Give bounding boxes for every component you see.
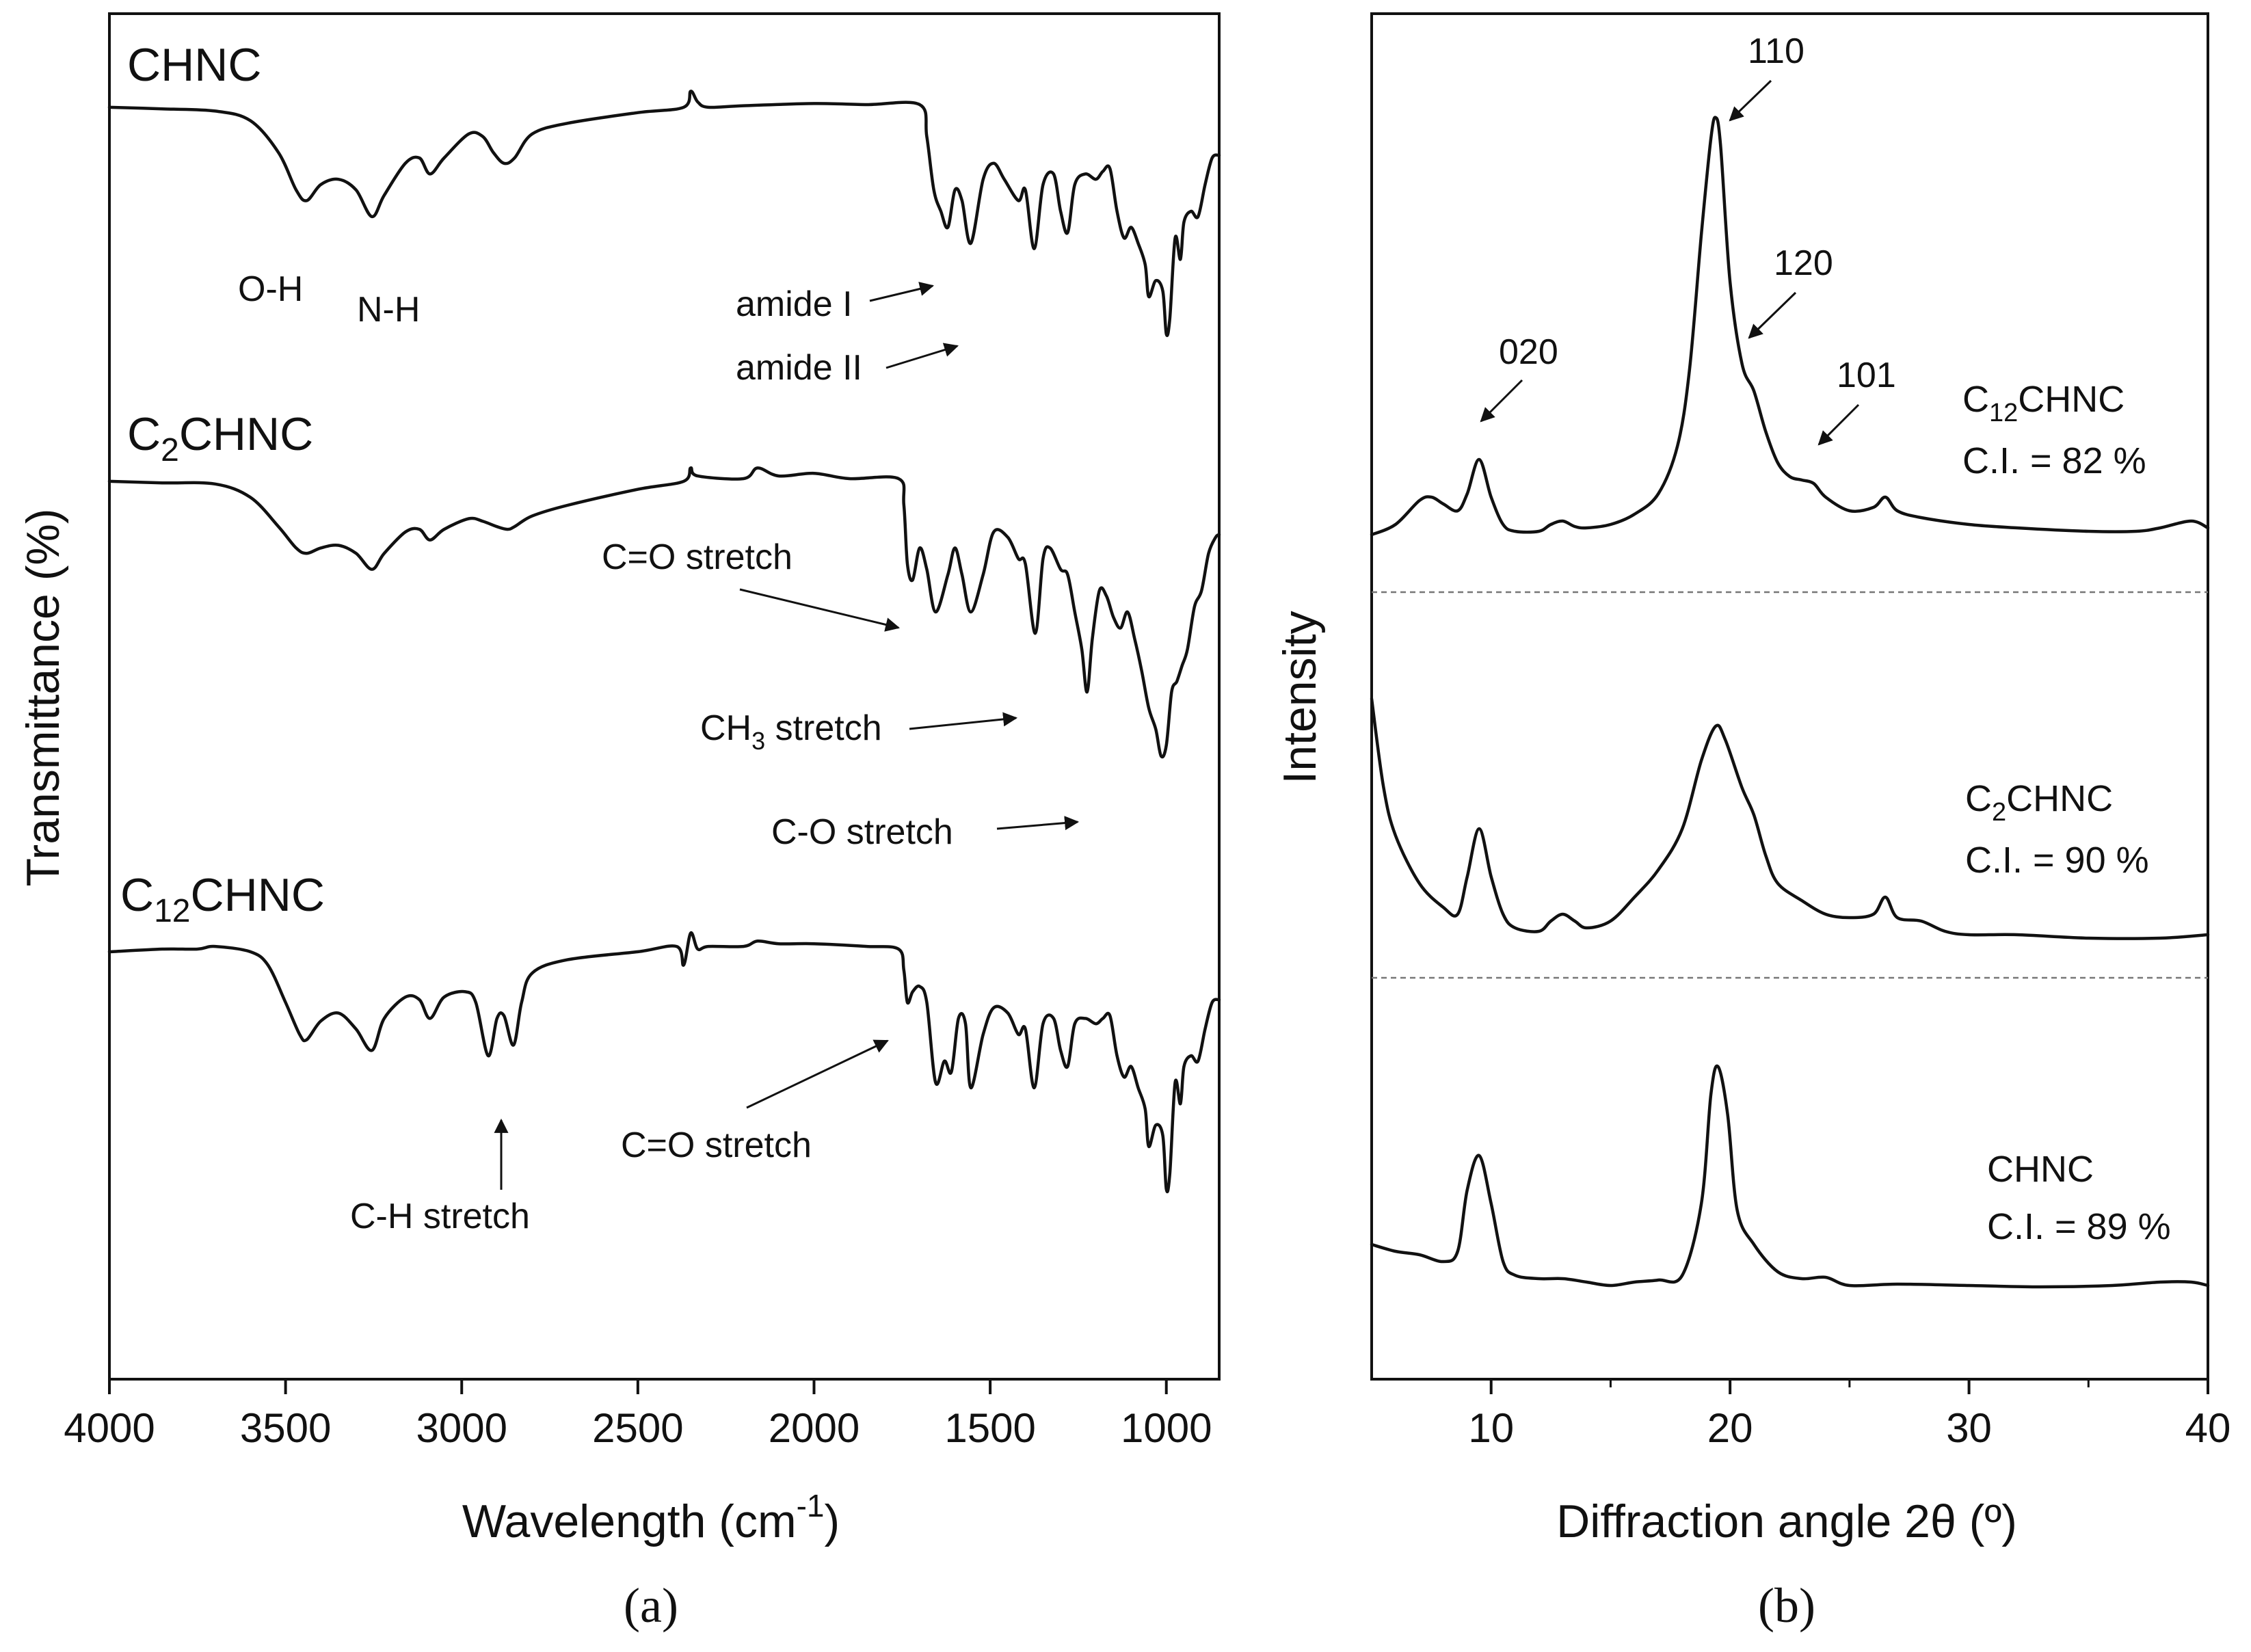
arrow-amide-i	[869, 282, 935, 302]
b-curve-chnc	[1370, 1064, 2210, 1289]
annot-amide-ii: amide II	[736, 348, 862, 388]
annot-amide-i: amide I	[736, 284, 853, 324]
a-curve-chnc	[107, 90, 1221, 338]
panel-a-ftir: 4000 3500 3000 2500 2000 1500 1000 CHNC C2CHNC…	[17, 12, 1221, 1633]
peak-020: 020	[1499, 332, 1558, 372]
arrow-101	[1817, 403, 1860, 446]
a-y-axis-label: Transmittance (%)	[17, 509, 69, 887]
annot-oh: O-H	[238, 269, 303, 309]
panel-b-curves	[1370, 116, 2210, 1289]
annot-c-o-stretch: C-O stretch	[771, 812, 953, 852]
panel-b-frame	[1370, 12, 2209, 1381]
a-label-chnc: CHNC	[127, 39, 261, 91]
a-label-c12chnc: C12CHNC	[120, 869, 325, 929]
annot-nh: N-H	[357, 290, 420, 330]
b-curve-c2chnc	[1370, 697, 2210, 940]
b-label-chnc: CHNC	[1987, 1149, 2094, 1190]
panel-a-x-ticks: 4000 3500 3000 2500 2000 1500 1000	[64, 1379, 1212, 1451]
arrow-ch3-stretch	[909, 712, 1018, 730]
a-caption: (a)	[624, 1578, 678, 1633]
b-tick-label-10: 10	[1468, 1405, 1514, 1451]
panel-b-xrd: 10 20 30 40 110 120 020 101 C12CHNC C.I. = …	[1274, 12, 2230, 1633]
annot-co-stretch-c2: C=O stretch	[602, 537, 792, 577]
annot-ch-stretch: C-H stretch	[350, 1197, 530, 1236]
a-curve-c12chnc	[107, 931, 1221, 1194]
arrow-co-stretch-c12	[746, 1039, 889, 1109]
peak-101: 101	[1837, 356, 1896, 395]
b-x-axis-label: Diffraction angle 2θ (º)	[1556, 1495, 2017, 1547]
b-tick-label-40: 40	[2185, 1405, 2231, 1451]
arrow-020	[1480, 379, 1523, 423]
b-curve-c12chnc	[1370, 116, 2210, 537]
a-tick-label-3500: 3500	[240, 1405, 331, 1451]
annot-ch3-stretch: CH3 stretch	[700, 708, 882, 755]
b-tick-label-20: 20	[1707, 1405, 1753, 1451]
a-tick-label-2500: 2500	[592, 1405, 683, 1451]
arrow-co-stretch-c2	[739, 588, 901, 632]
b-tick-label-30: 30	[1946, 1405, 1992, 1451]
b-y-axis-label: Intensity	[1274, 611, 1326, 784]
arrow-120	[1748, 291, 1797, 339]
b-label-c2chnc: C2CHNC	[1965, 778, 2113, 827]
a-tick-label-1500: 1500	[944, 1405, 1035, 1451]
arrow-amide-ii	[885, 343, 959, 369]
b-ci-c12chnc: C.I. = 82 %	[1962, 440, 2146, 481]
b-label-c12chnc: C12CHNC	[1962, 379, 2125, 427]
peak-110: 110	[1748, 31, 1804, 71]
panel-b-x-ticks: 10 20 30 40	[1468, 1379, 2230, 1451]
a-tick-label-3000: 3000	[416, 1405, 507, 1451]
arrow-c-o-stretch	[996, 816, 1080, 831]
annot-co-stretch-c12: C=O stretch	[621, 1125, 812, 1165]
a-label-c2chnc: C2CHNC	[127, 408, 313, 468]
b-ci-chnc: C.I. = 89 %	[1987, 1206, 2171, 1247]
a-tick-label-1000: 1000	[1121, 1405, 1212, 1451]
a-curve-c2chnc	[107, 466, 1221, 759]
a-tick-label-4000: 4000	[64, 1405, 155, 1451]
peak-120: 120	[1774, 243, 1833, 283]
a-x-axis-label: Wavelength (cm-1)	[462, 1488, 840, 1547]
b-ci-c2chnc: C.I. = 90 %	[1965, 840, 2149, 881]
a-tick-label-2000: 2000	[769, 1405, 860, 1451]
b-caption: (b)	[1758, 1578, 1815, 1633]
panel-a-frame	[108, 12, 1221, 1381]
arrow-110	[1729, 79, 1772, 122]
panel-a-curves	[107, 90, 1221, 1194]
